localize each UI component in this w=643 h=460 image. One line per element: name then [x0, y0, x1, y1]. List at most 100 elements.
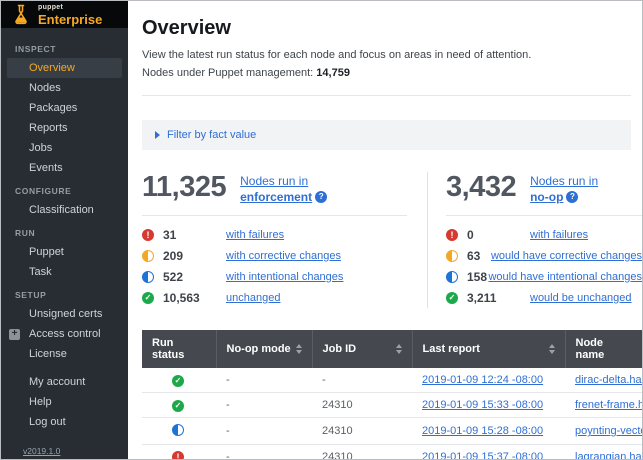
job-id-cell: -: [312, 368, 412, 394]
nav-section-configure: CONFIGURE: [15, 186, 72, 196]
stat-count: 522: [163, 269, 184, 284]
logo-text: puppet Enterprise: [38, 4, 102, 26]
noop-node-count: 3,432: [446, 171, 517, 203]
intentional-row: 158 would have intentional changes: [446, 266, 642, 287]
help-icon[interactable]: ?: [566, 191, 579, 204]
expand-plus-icon[interactable]: +: [9, 329, 20, 340]
sidebar-item-events[interactable]: Events: [29, 162, 63, 174]
node-name-link[interactable]: frenet-frame.hamilto: [575, 399, 642, 412]
unchanged-check-icon: ✓: [172, 374, 184, 387]
nodes-run-in-enforcement-link[interactable]: Nodes run in enforcement?: [240, 174, 328, 205]
column-label: Last report: [422, 343, 480, 356]
col-noop-mode[interactable]: No-op mode: [215, 330, 312, 369]
unchanged-row: ✓ 10,563 unchanged: [142, 287, 407, 308]
would-have-corrective-changes-link[interactable]: would have corrective changes: [490, 249, 642, 262]
column-label: Job ID: [322, 343, 357, 356]
filter-label: Filter by fact value: [167, 129, 257, 141]
sidebar-item-log-out[interactable]: Log out: [29, 416, 66, 428]
stat-count: 0: [467, 227, 474, 242]
col-last-report[interactable]: Last report: [411, 330, 565, 369]
sort-icon[interactable]: [395, 344, 402, 355]
sidebar-item-task[interactable]: Task: [29, 266, 52, 278]
stat-count: 63: [467, 248, 481, 263]
enforcement-stats: 11,325 Nodes run in enforcement? ! 31 wi…: [142, 171, 427, 308]
stat-count: 3,211: [467, 290, 497, 305]
column-label: No-op mode: [226, 343, 291, 356]
intentional-change-icon: [172, 423, 184, 436]
intentional-change-icon: [142, 270, 154, 283]
node-name-link[interactable]: dirac-delta.hamilton.: [575, 374, 642, 387]
sidebar-item-classification[interactable]: Classification: [29, 204, 94, 216]
filter-by-fact-toggle[interactable]: Filter by fact value: [142, 120, 631, 150]
nav-divider: [1, 364, 128, 372]
would-be-unchanged-link[interactable]: would be unchanged: [530, 291, 632, 304]
unchanged-link[interactable]: unchanged: [226, 291, 281, 304]
unchanged-row: ✓ 3,211 would be unchanged: [446, 287, 642, 308]
would-have-intentional-changes-link[interactable]: would have intentional changes: [488, 270, 642, 283]
unchanged-check-icon: ✓: [446, 291, 458, 304]
sidebar-item-label: Access control: [29, 328, 101, 340]
with-corrective-changes-link[interactable]: with corrective changes: [226, 249, 341, 262]
sidebar-item-overview[interactable]: Overview: [7, 58, 122, 78]
failure-icon: !: [446, 228, 458, 241]
with-intentional-changes-link[interactable]: with intentional changes: [226, 270, 344, 283]
sort-icon[interactable]: [295, 344, 302, 355]
managed-count-line: Nodes under Puppet management: 14,759: [142, 67, 642, 79]
with-failures-link[interactable]: with failures: [530, 228, 589, 241]
column-label: Run status: [152, 337, 185, 362]
sidebar-item-access-control[interactable]: + Access control: [7, 324, 122, 344]
section-divider: [142, 95, 631, 96]
table-header-row: Run status No-op mode Job ID Last report…: [142, 330, 642, 369]
sidebar-item-jobs[interactable]: Jobs: [29, 142, 53, 154]
sidebar-item-license[interactable]: License: [29, 348, 67, 360]
run-status-summary: 11,325 Nodes run in enforcement? ! 31 wi…: [142, 171, 642, 309]
sidebar-item-help[interactable]: Help: [29, 396, 52, 408]
stat-count: 158: [467, 269, 488, 284]
page-title: Overview: [142, 17, 231, 39]
sidebar-item-packages[interactable]: Packages: [29, 102, 78, 114]
last-report-link[interactable]: 2019-01-09 15:33 -08:00: [422, 399, 544, 412]
brand-enterprise: Enterprise: [38, 11, 103, 27]
link-line1: Nodes run in: [530, 174, 599, 188]
node-name-link[interactable]: poynting-vector.ham: [575, 425, 642, 438]
column-label: Node name: [575, 337, 605, 362]
sidebar-item-reports[interactable]: Reports: [29, 122, 68, 134]
logo[interactable]: puppet Enterprise: [1, 1, 128, 28]
last-report-link[interactable]: 2019-01-09 15:37 -08:00: [422, 450, 544, 459]
last-report-link[interactable]: 2019-01-09 12:24 -08:00: [422, 374, 544, 387]
nodes-run-in-noop-link[interactable]: Nodes run in no-op?: [530, 174, 598, 205]
nav-section-run: RUN: [15, 228, 36, 238]
noop-stats: 3,432 Nodes run in no-op? ! 0 with failu…: [427, 171, 642, 309]
stat-count: 209: [163, 248, 184, 263]
failures-row: ! 31 with failures: [142, 224, 407, 245]
link-line2: no-op: [530, 189, 564, 204]
last-report-link[interactable]: 2019-01-09 15:28 -08:00: [422, 425, 544, 438]
sidebar-item-unsigned-certs[interactable]: Unsigned certs: [29, 308, 103, 320]
failure-icon: !: [172, 450, 184, 459]
noop-mode-cell: -: [216, 368, 312, 394]
with-failures-link[interactable]: with failures: [226, 228, 285, 241]
help-icon[interactable]: ?: [315, 191, 328, 204]
link-line2: enforcement: [240, 189, 313, 204]
node-name-link[interactable]: lagrangian.hamilton.: [575, 450, 642, 459]
intentional-change-icon: [446, 270, 458, 283]
noop-mode-cell: -: [216, 417, 312, 446]
table-row: ✓ - - 2019-01-09 12:24 -08:00 dirac-delt…: [142, 368, 642, 394]
corrective-row: 209 with corrective changes: [142, 245, 407, 266]
sort-icon[interactable]: [548, 344, 555, 355]
sidebar-item-my-account[interactable]: My account: [29, 376, 86, 388]
version-link[interactable]: v2019.1.0: [23, 446, 61, 456]
stat-count: 10,563: [163, 290, 200, 305]
sidebar-item-nodes[interactable]: Nodes: [29, 82, 61, 94]
col-job-id[interactable]: Job ID: [311, 330, 412, 369]
table-row: ✓ - 24310 2019-01-09 15:33 -08:00 frenet…: [142, 392, 642, 419]
managed-count-label: Nodes under Puppet management:: [142, 67, 314, 79]
table-row: ! - 24310 2019-01-09 15:37 -08:00 lagran…: [142, 444, 642, 459]
intentional-row: 522 with intentional changes: [142, 266, 407, 287]
enforcement-node-count: 11,325: [142, 171, 227, 203]
sidebar-item-puppet[interactable]: Puppet: [29, 246, 64, 258]
corrective-change-icon: [446, 249, 458, 262]
noop-mode-cell: -: [216, 444, 312, 459]
failures-row: ! 0 with failures: [446, 224, 642, 245]
